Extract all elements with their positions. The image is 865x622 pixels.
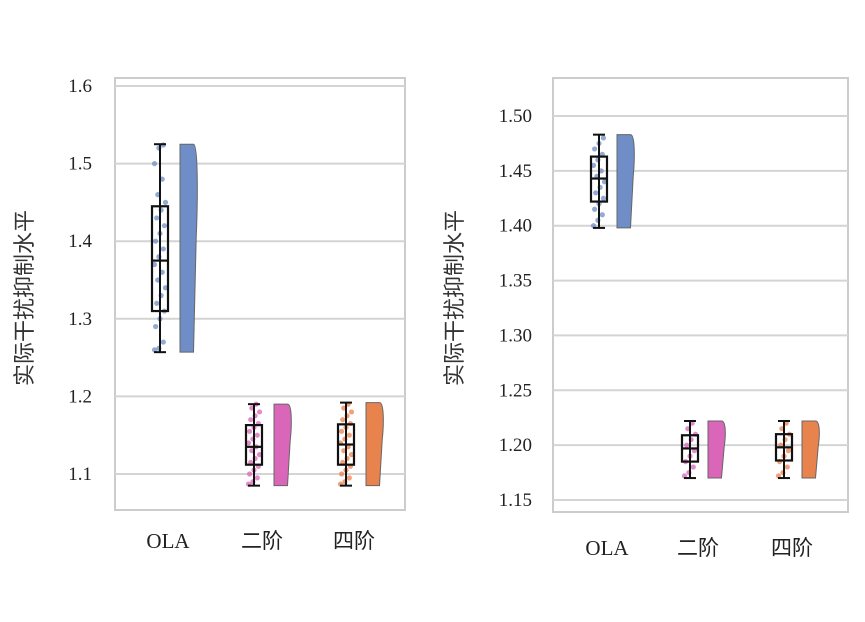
data-point [784,464,790,470]
y-tick-label: 1.6 [68,76,92,97]
series-四阶 [336,401,384,487]
half-violin [365,402,384,487]
data-point [600,195,607,201]
y-tick-label: 1.3 [68,309,92,330]
right-chart-panel: 1.15 1.20 1.25 1.30 1.35 1.40 1.45 1.50 实际干扰抑制水平… [443,77,849,560]
data-point [590,162,597,168]
data-point [160,246,166,252]
y-tick-label: 1.15 [499,490,532,511]
data-point [684,442,690,448]
y-tick-label: 1.2 [68,386,92,407]
y-tick-label: 1.50 [499,106,532,127]
data-point [162,199,169,205]
data-point [256,409,263,415]
data-point [339,471,345,477]
data-point [599,212,605,218]
y-axis-label: 实际干扰抑制水平 [443,210,468,386]
y-tick-label: 1.4 [68,231,92,252]
y-tick-label: 1.35 [499,271,532,292]
data-point [690,464,696,470]
data-point [593,190,599,196]
data-point [346,475,352,481]
data-point [160,339,166,345]
data-point [154,300,160,306]
y-tick-label: 1.40 [499,216,532,237]
y-tick-label: 1.20 [499,435,532,456]
data-point [348,452,355,458]
half-violin [273,403,292,487]
y-tick-label: 1.5 [68,154,92,175]
data-point [346,432,352,438]
x-category-label: 二阶 [677,536,719,560]
series-OLA [150,142,198,354]
data-point [162,285,169,291]
box [150,205,170,313]
box [244,424,264,466]
series-四阶 [774,420,820,480]
data-point [256,452,263,458]
data-point [592,206,598,212]
half-violin [801,420,820,479]
data-point [161,223,167,229]
data-point [248,417,254,423]
y-tick-label: 1.25 [499,380,532,401]
left-chart-panel: 1.1 1.2 1.3 1.4 1.5 1.6 实际干扰抑制水平 OLA 二阶 四阶 [13,76,406,553]
x-category-label: 四阶 [333,529,375,553]
half-violin [707,420,726,479]
data-point [601,179,608,185]
data-point [154,215,160,221]
x-category-label: OLA [146,529,190,553]
half-violin [616,134,635,229]
plot-frame [552,77,849,513]
data-point [254,432,260,438]
y-axis-label: 实际干扰抑制水平 [13,210,38,386]
plot-frame [114,77,406,511]
half-violin [179,143,198,353]
data-point [600,135,607,141]
data-point [151,347,158,353]
series-OLA [589,133,635,229]
x-category-label: 四阶 [771,536,813,560]
x-category-label: OLA [585,536,629,560]
data-point [245,440,252,446]
series-二阶 [244,401,292,487]
data-point [247,428,253,434]
data-point [151,261,158,268]
data-point [785,448,792,454]
data-point [339,428,345,434]
data-point [340,417,346,423]
x-category-label: 二阶 [241,529,283,553]
data-point [153,323,159,330]
y-tick-label: 1.1 [68,464,92,485]
data-point [348,409,355,415]
y-tick-label: 1.30 [499,325,532,346]
data-point [592,146,598,152]
data-point [247,471,253,477]
y-tick-label: 1.45 [499,161,532,182]
data-point [153,238,159,244]
series-二阶 [680,420,726,480]
data-point [254,475,260,481]
data-point [151,161,158,167]
